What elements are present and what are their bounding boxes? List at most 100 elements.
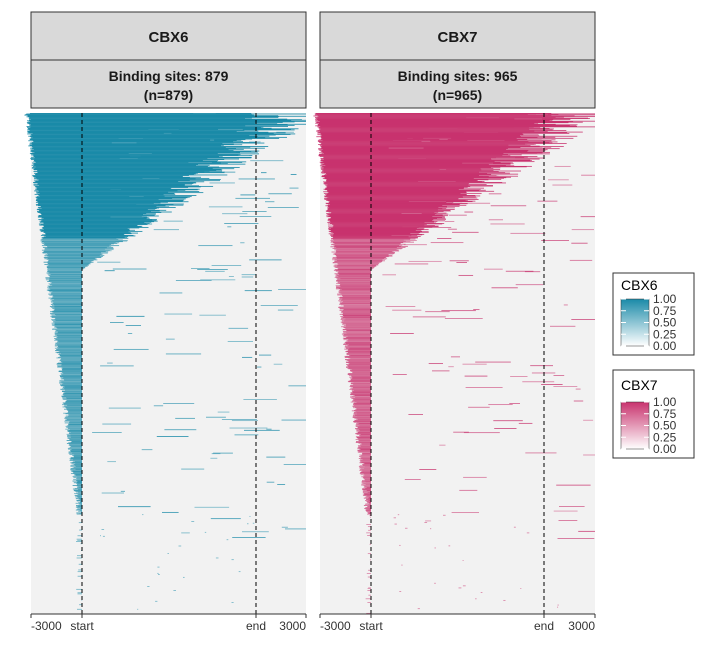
heatmap-row	[324, 163, 514, 165]
heatmap-segment	[444, 318, 483, 319]
heatmap-row	[331, 227, 425, 229]
heatmap-row	[316, 121, 583, 123]
heatmap-row	[343, 331, 371, 333]
heatmap-row	[77, 571, 82, 573]
heatmap-dot	[178, 545, 182, 547]
heatmap-row	[28, 145, 221, 147]
heatmap-row	[340, 285, 371, 287]
heatmap-row	[41, 217, 150, 219]
heatmap-row	[314, 114, 595, 116]
heatmap-row	[317, 126, 595, 128]
heatmap-row	[326, 186, 468, 188]
heatmap-row	[54, 305, 82, 307]
heatmap-row	[361, 484, 371, 486]
heatmap-row	[78, 485, 82, 487]
heatmap-row	[327, 222, 425, 223]
heatmap-segment	[464, 211, 474, 213]
heatmap-segment	[456, 262, 467, 263]
heatmap-dot	[147, 586, 150, 587]
heatmap-row	[367, 491, 371, 493]
heatmap-row	[368, 513, 371, 515]
heatmap-row	[320, 167, 501, 169]
heatmap-row	[362, 489, 371, 491]
heatmap-row	[315, 117, 556, 118]
heatmap-row	[346, 352, 371, 354]
heatmap-row	[323, 166, 491, 168]
heatmap-segment	[509, 403, 520, 404]
heatmap-row	[341, 293, 371, 294]
heatmap-dot	[191, 521, 195, 522]
heatmap-segment	[159, 292, 183, 294]
heatmap-row	[43, 261, 94, 263]
heatmap-row	[49, 277, 82, 279]
heatmap-row	[70, 465, 82, 467]
heatmap-dot	[443, 514, 446, 516]
heatmap-row	[356, 408, 371, 410]
heatmap-row	[27, 127, 262, 129]
heatmap-row	[37, 170, 217, 171]
heatmap-segment	[261, 172, 267, 174]
tick-label-cbx7-minus3000: -3000	[320, 619, 351, 633]
heatmap-row	[352, 372, 371, 374]
heatmap-row	[365, 503, 371, 505]
heatmap-row	[321, 133, 539, 135]
heatmap-row	[346, 353, 371, 355]
heatmap-row	[70, 432, 82, 433]
heatmap-dot	[399, 591, 402, 592]
heatmap-segment	[462, 363, 487, 365]
heatmap-row	[355, 425, 371, 426]
legend-break-label: 0.50	[653, 419, 677, 433]
heatmap-segment	[256, 366, 262, 368]
heatmap-row	[35, 174, 228, 176]
heatmap-dot	[226, 539, 229, 541]
heatmap-segment	[403, 244, 427, 246]
heatmap-row	[343, 305, 371, 307]
heatmap-row	[68, 444, 82, 446]
heatmap-row	[324, 198, 459, 199]
heatmap-row	[350, 385, 371, 387]
heatmap-row	[57, 340, 82, 342]
heatmap-row	[316, 136, 521, 138]
heatmap-segment	[556, 484, 591, 486]
heatmap-row	[54, 344, 82, 346]
heatmap-row	[364, 468, 371, 469]
heatmap-segment	[408, 260, 442, 262]
heatmap-row	[362, 465, 371, 466]
heatmap-row	[67, 436, 82, 437]
heatmap-row	[331, 236, 421, 237]
heatmap-row	[48, 288, 82, 290]
heatmap-row	[327, 189, 486, 191]
heatmap-row	[332, 262, 379, 264]
heatmap-row	[71, 446, 82, 448]
heatmap-row	[345, 341, 371, 343]
heatmap-row	[352, 377, 371, 379]
heatmap-row	[41, 213, 147, 215]
heatmap-row	[363, 485, 371, 487]
heatmap-row	[57, 336, 82, 338]
heatmap-row	[77, 491, 82, 493]
heatmap-segment	[120, 490, 125, 492]
heatmap-row	[352, 391, 371, 393]
heatmap-row	[323, 188, 459, 190]
heatmap-row	[357, 419, 371, 421]
heatmap-row	[61, 368, 82, 370]
heatmap-row	[38, 209, 167, 211]
heatmap-row	[32, 151, 258, 153]
heatmap-row	[44, 235, 136, 237]
heatmap-row	[37, 208, 148, 210]
heatmap-row	[31, 143, 223, 145]
heatmap-row	[60, 376, 82, 378]
heatmap-row	[318, 127, 529, 129]
legend-cbx6: CBX6 1.000.750.500.250.00	[612, 272, 695, 356]
heatmap-row	[332, 236, 409, 238]
heatmap-row	[68, 424, 82, 426]
heatmap-row	[353, 413, 371, 414]
heatmap-row	[365, 484, 371, 485]
heatmap-row	[336, 286, 371, 288]
heatmap-row	[338, 290, 371, 292]
heatmap-row	[60, 377, 82, 379]
heatmap-row	[76, 505, 82, 507]
heatmap-row	[336, 277, 371, 279]
heatmap-row	[34, 177, 190, 179]
strip-title-cbx7: CBX7	[437, 29, 477, 46]
